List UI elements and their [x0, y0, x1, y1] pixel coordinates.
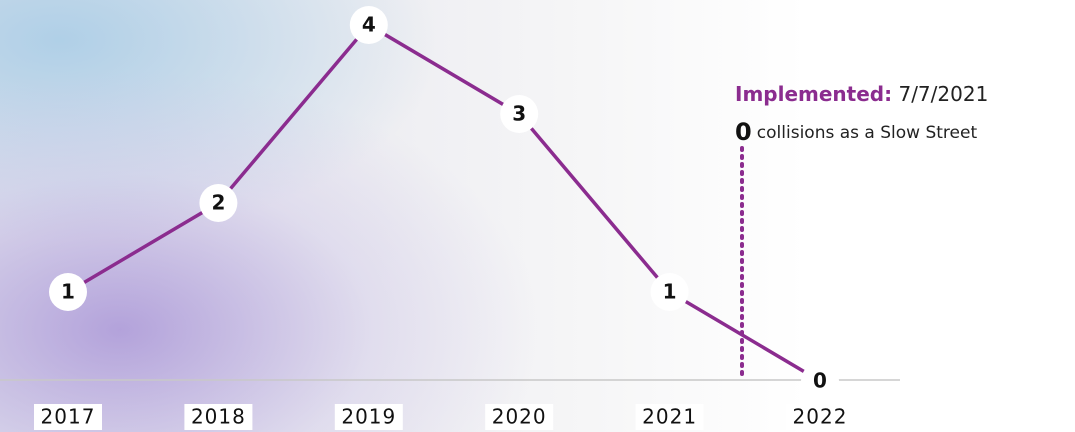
point-label: 1	[61, 280, 75, 304]
point	[650, 273, 689, 311]
year-label-bg	[184, 404, 253, 430]
point	[500, 95, 539, 133]
point-label: 2	[211, 191, 225, 215]
x-tick-label: 2022	[793, 405, 848, 429]
year-label-bg	[786, 404, 854, 430]
year-label-bg	[485, 404, 554, 430]
collision-text: collisions as a Slow Street	[757, 123, 978, 143]
x-tick-label: 2021	[642, 405, 697, 429]
x-tick-label: 2020	[492, 405, 547, 429]
point	[349, 6, 388, 44]
x-tick-label: 2018	[191, 405, 246, 429]
x-tick-label: 2019	[341, 405, 396, 429]
point-label: 4	[362, 13, 376, 37]
year-label-bg	[635, 404, 704, 430]
implemented-date: 7/7/2021	[898, 82, 988, 106]
collision-annotation: 0 collisions as a Slow Street	[735, 118, 977, 146]
point	[801, 362, 839, 400]
point	[199, 184, 238, 222]
point-label: 1	[663, 280, 677, 304]
point-label: 0	[813, 369, 827, 393]
x-tick-label: 2017	[41, 405, 96, 429]
point-label: 3	[512, 102, 526, 126]
point	[49, 273, 87, 311]
line	[67, 22, 821, 383]
year-label-bg	[334, 404, 403, 430]
collision-count: 0	[735, 118, 752, 146]
implemented-label: Implemented:	[735, 82, 892, 106]
year-label-bg	[34, 404, 102, 430]
implemented-annotation: Implemented: 7/7/2021	[735, 82, 988, 106]
